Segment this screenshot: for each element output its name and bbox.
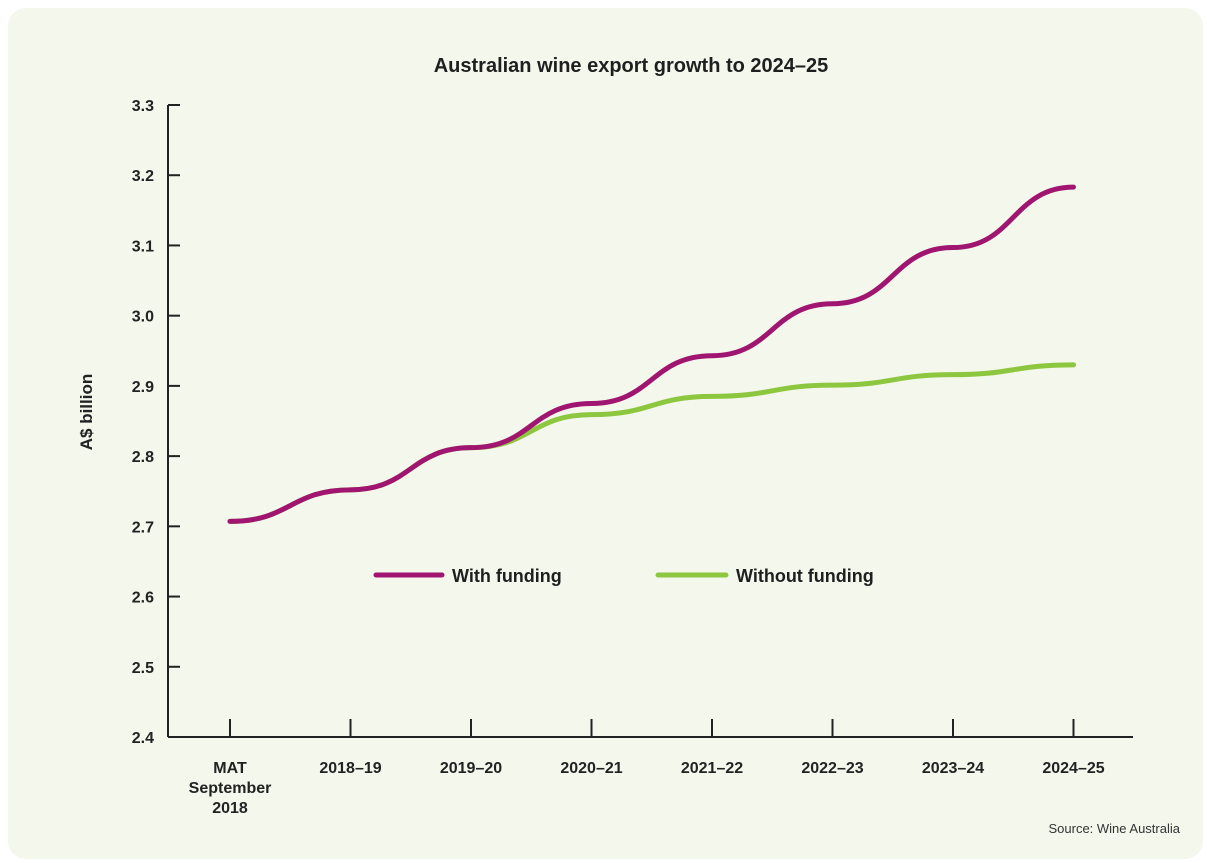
x-tick-label-line: 2021–22: [681, 760, 743, 777]
chart-panel: [8, 8, 1203, 859]
y-tick-label: 2.6: [132, 590, 154, 607]
series-line-with-funding: [227, 184, 1076, 524]
axes: [167, 105, 1133, 738]
x-tick-label-line: 2022–23: [801, 760, 863, 777]
y-tick-label: 2.8: [132, 449, 154, 466]
x-tick-label: 2022–23: [801, 760, 863, 777]
x-tick-label-line: 2023–24: [922, 760, 984, 777]
x-tick-label-line: MAT: [213, 760, 247, 777]
x-tick-label-line: 2018: [212, 800, 248, 817]
source-note: Source: Wine Australia: [1048, 821, 1180, 836]
legend-label-without-funding: Without funding: [736, 566, 874, 586]
x-tick-label-line: 2020–21: [560, 760, 622, 777]
y-tick-label: 2.7: [132, 519, 154, 536]
x-tick-label-line: 2024–25: [1042, 760, 1104, 777]
x-tick-label-line: September: [189, 780, 272, 797]
y-tick-label: 3.2: [132, 168, 154, 185]
x-tick-label: MAT September 2018: [189, 760, 272, 817]
y-tick-label: 3.0: [132, 309, 154, 326]
y-tick-label: 2.9: [132, 379, 154, 396]
chart-title: Australian wine export growth to 2024–25: [434, 55, 829, 77]
x-tick-label: 2019–20: [440, 760, 502, 777]
y-tick-label: 3.1: [132, 238, 154, 255]
series-group: [227, 184, 1076, 524]
legend: With funding Without funding: [373, 566, 874, 586]
x-tick-label-line: 2018–19: [319, 760, 381, 777]
y-tick-label: 2.4: [132, 730, 154, 747]
y-axis-label: A$ billion: [77, 374, 96, 451]
y-tick-label: 2.5: [132, 660, 154, 677]
x-tick-label: 2021–22: [681, 760, 743, 777]
x-tick-label-line: 2019–20: [440, 760, 502, 777]
x-tick-label: 2020–21: [560, 760, 622, 777]
x-tick-label: 2023–24: [922, 760, 984, 777]
x-ticks: MAT September 2018 2018–19 2019–20 2020–21 202…: [189, 719, 1105, 817]
legend-label-with-funding: With funding: [452, 566, 562, 586]
series-line-without-funding: [227, 362, 1076, 524]
x-tick-label: 2018–19: [319, 760, 381, 777]
y-tick-label: 3.3: [132, 98, 154, 115]
y-ticks: 2.4 2.5 2.6 2.7 2.8 2.9 3.0 3.1 3.2 3.3: [132, 98, 180, 747]
x-tick-label: 2024–25: [1042, 760, 1104, 777]
